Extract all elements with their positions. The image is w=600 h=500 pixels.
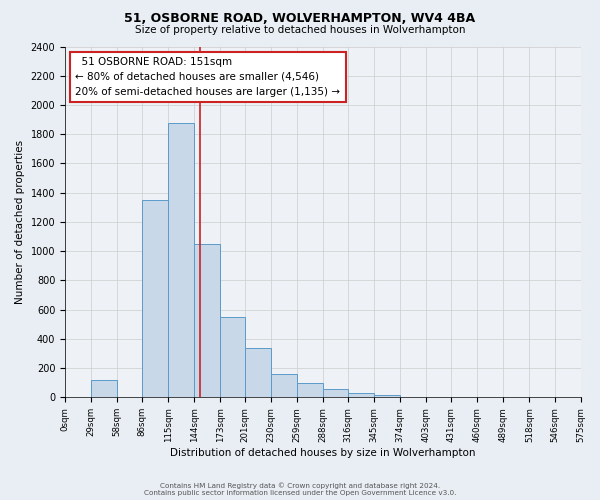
Text: 51, OSBORNE ROAD, WOLVERHAMPTON, WV4 4BA: 51, OSBORNE ROAD, WOLVERHAMPTON, WV4 4BA <box>124 12 476 26</box>
Text: Contains HM Land Registry data © Crown copyright and database right 2024.: Contains HM Land Registry data © Crown c… <box>160 482 440 489</box>
Bar <box>142 200 168 398</box>
Bar <box>297 382 323 398</box>
Y-axis label: Number of detached properties: Number of detached properties <box>15 140 25 304</box>
Text: Size of property relative to detached houses in Wolverhampton: Size of property relative to detached ho… <box>135 25 465 35</box>
Bar <box>220 317 245 398</box>
Bar <box>245 348 271 398</box>
Bar <box>349 393 374 398</box>
Bar <box>554 396 581 398</box>
Bar <box>168 122 194 398</box>
Bar <box>400 396 427 398</box>
Bar <box>323 390 349 398</box>
Bar <box>271 374 297 398</box>
Text: Contains public sector information licensed under the Open Government Licence v3: Contains public sector information licen… <box>144 490 456 496</box>
Text: 51 OSBORNE ROAD: 151sqm
← 80% of detached houses are smaller (4,546)
20% of semi: 51 OSBORNE ROAD: 151sqm ← 80% of detache… <box>76 57 340 96</box>
Bar <box>91 380 117 398</box>
X-axis label: Distribution of detached houses by size in Wolverhampton: Distribution of detached houses by size … <box>170 448 476 458</box>
Bar <box>194 244 220 398</box>
Bar <box>374 395 400 398</box>
